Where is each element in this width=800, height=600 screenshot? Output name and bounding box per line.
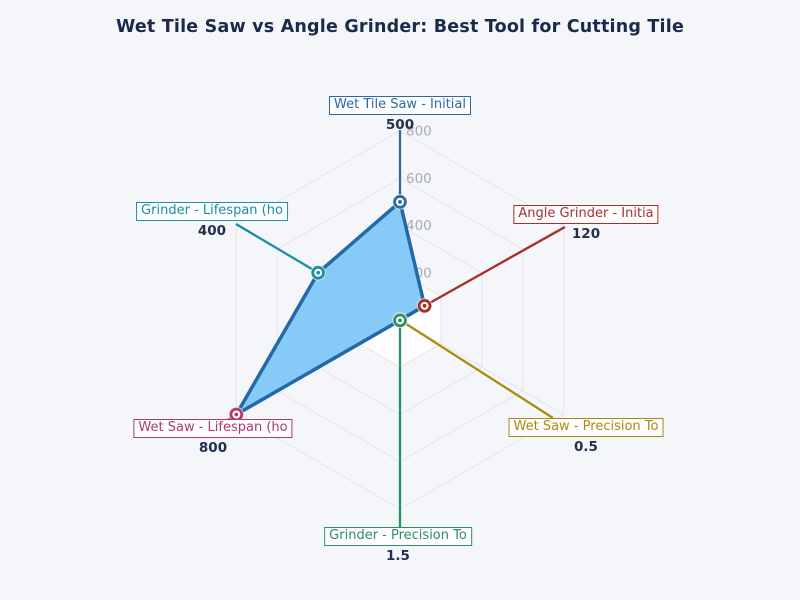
chart-title: Wet Tile Saw vs Angle Grinder: Best Tool… <box>115 17 685 37</box>
axis-label-wet-saw-precision: Wet Saw - Precision To 0.5 <box>508 418 664 455</box>
axis-label-angle-grinder-initial: Angle Grinder - Initia 120 <box>513 205 659 242</box>
axis-box: Angle Grinder - Initia <box>513 205 659 224</box>
axis-label-wet-tile-saw-initial: Wet Tile Saw - Initial 500 <box>329 96 471 133</box>
axis-value: 800 <box>198 440 228 456</box>
axis-box: Grinder - Lifespan (ho <box>136 202 288 221</box>
axis-label-wet-saw-lifespan: Wet Saw - Lifespan (ho 800 <box>133 419 293 456</box>
radial-tick-label: 800 <box>406 124 432 140</box>
axis-value: 1.5 <box>386 548 410 564</box>
axis-box: Wet Saw - Precision To <box>508 418 664 437</box>
data-marker-dot <box>316 270 321 275</box>
data-marker-dot <box>398 318 402 323</box>
axis-value: 500 <box>385 117 415 133</box>
data-marker-dot <box>422 303 427 308</box>
leader-line <box>235 223 319 274</box>
axis-value: 120 <box>571 226 601 242</box>
axis-box: Wet Tile Saw - Initial <box>329 96 471 115</box>
axis-value: 400 <box>197 223 227 239</box>
leader-line <box>423 225 566 307</box>
radial-tick-label: 400 <box>406 218 432 234</box>
axis-label-grinder-lifespan: Grinder - Lifespan (ho 400 <box>136 202 288 239</box>
grid-spoke <box>399 319 564 415</box>
leader-line <box>399 319 554 419</box>
data-marker-dot <box>234 412 239 417</box>
radial-tick-label: 600 <box>406 171 432 187</box>
axis-box: Grinder - Precision To <box>324 527 472 546</box>
axis-box: Wet Saw - Lifespan (ho <box>133 419 293 438</box>
data-marker-dot <box>398 199 402 204</box>
axis-label-grinder-precision: Grinder - Precision To 1.5 <box>324 527 472 564</box>
axis-value: 0.5 <box>574 439 598 455</box>
